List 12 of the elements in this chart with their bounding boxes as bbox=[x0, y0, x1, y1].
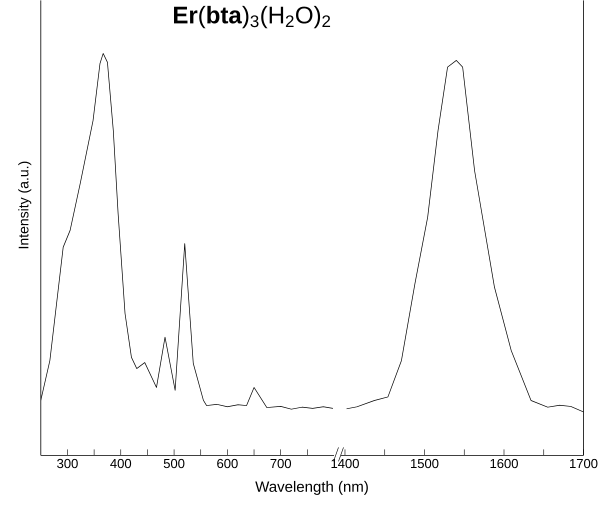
x-axis-title: Wavelength (nm) bbox=[255, 480, 368, 495]
x-tick-label: 700 bbox=[270, 458, 292, 468]
x-tick-label: 300 bbox=[57, 458, 78, 468]
x-tick-label: 400 bbox=[110, 458, 132, 468]
x-tick-label: 1400 bbox=[332, 458, 359, 468]
y-axis-title: Intensity (a.u.) bbox=[18, 161, 32, 248]
x-tick-label: 600 bbox=[217, 458, 238, 468]
x-tick-label: 1600 bbox=[490, 458, 518, 468]
x-tick-label: 500 bbox=[164, 458, 184, 468]
x-tick-label: 1500 bbox=[411, 458, 438, 468]
chart-title: Er(bta)$_{3}$(H$_{2}$O)$_{2}$ bbox=[174, 6, 330, 28]
x-tick-label: 1700 bbox=[570, 458, 598, 468]
